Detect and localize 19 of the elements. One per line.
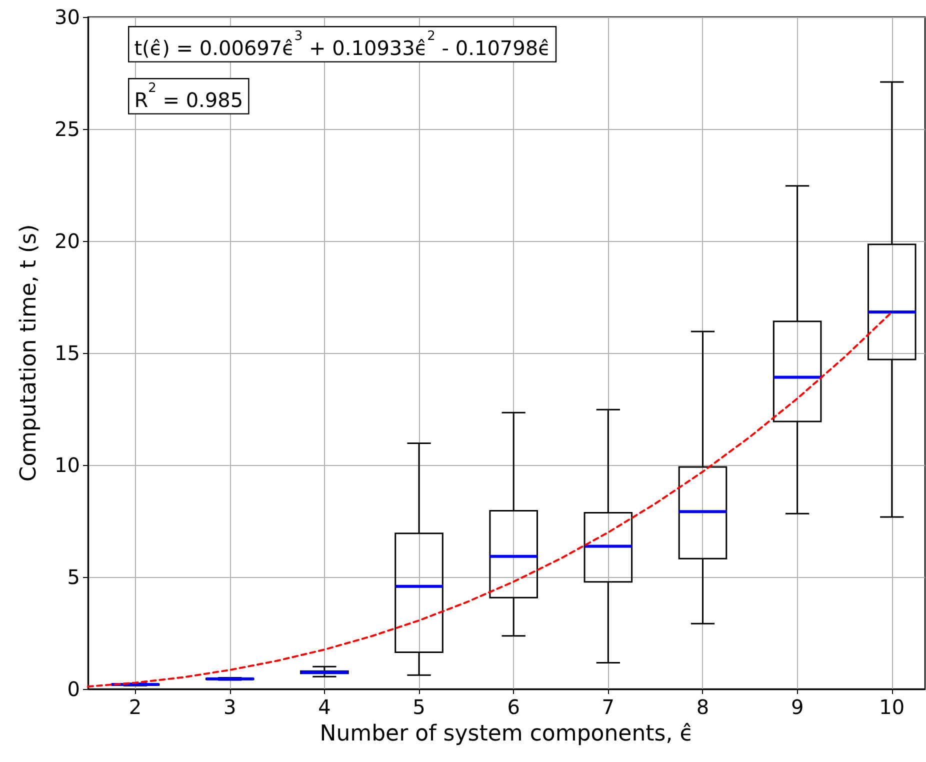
- y-tick-label: 15: [54, 341, 80, 365]
- x-tick-label: 9: [790, 695, 804, 719]
- y-axis-title: Computation time, t (s): [16, 224, 42, 482]
- line-series: [87, 311, 893, 688]
- y-tick-label: 30: [54, 5, 80, 29]
- x-tick-label: 7: [602, 695, 615, 719]
- x-tick-label: 10: [879, 695, 905, 719]
- x-tick-label: 6: [507, 695, 520, 719]
- x-tick-label: 2: [128, 695, 142, 719]
- y-tick-label: 0: [67, 677, 80, 701]
- x-tick-label: 3: [223, 695, 236, 719]
- x-tick-label: 5: [412, 695, 426, 719]
- x-tick-label: 8: [696, 695, 710, 719]
- y-tick-label: 25: [54, 117, 80, 141]
- x-tick-label: 4: [318, 695, 331, 719]
- x-axis-title: Number of system components, ϵ̂: [320, 722, 694, 746]
- y-tick-label: 20: [54, 229, 80, 253]
- y-tick-label: 10: [54, 453, 80, 477]
- y-tick-label: 5: [67, 565, 80, 589]
